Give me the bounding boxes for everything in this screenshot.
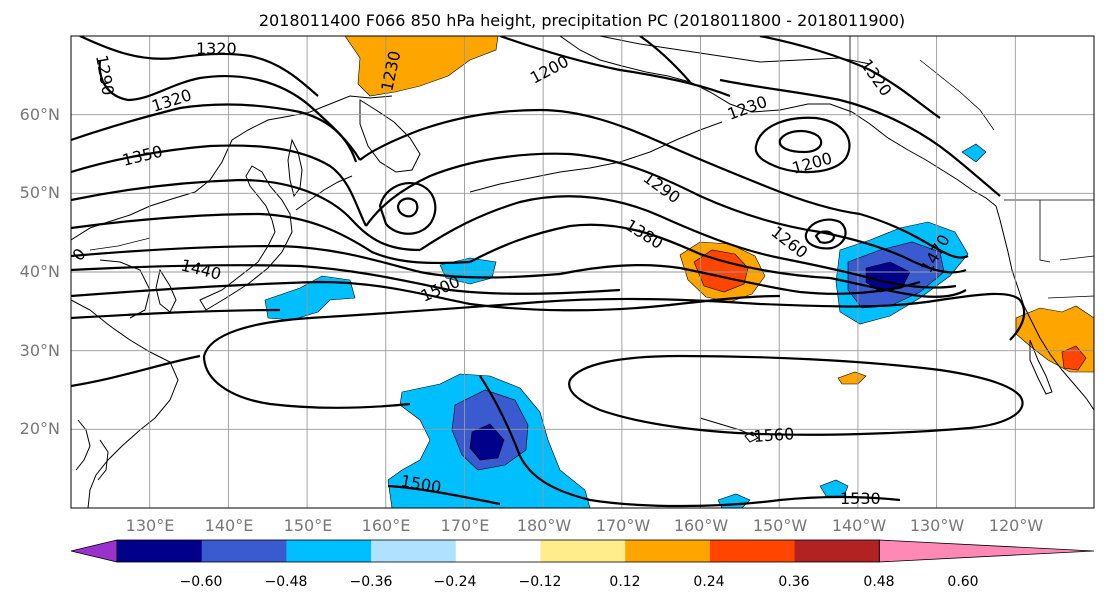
colorbar-segment	[201, 540, 287, 562]
lon-label: 130°W	[910, 516, 965, 535]
colorbar-tick-label: −0.12	[519, 574, 562, 590]
colorbar-segment	[371, 540, 457, 562]
borders	[89, 36, 1094, 299]
colorbar-tick-labels: −0.60 −0.48 −0.36 −0.24 −0.12 0.12 0.24 …	[180, 574, 979, 590]
lat-label: 30°N	[20, 341, 60, 360]
lon-label: 160°E	[362, 516, 411, 535]
height-contours	[71, 36, 1026, 508]
figure-title: 2018011400 F066 850 hPa height, precipit…	[259, 11, 905, 30]
map-frame	[70, 35, 1095, 509]
lon-label: 150°E	[284, 516, 333, 535]
precip-negative-subtropics-core	[469, 423, 505, 461]
lat-label: 50°N	[20, 183, 60, 202]
lat-label: 40°N	[20, 262, 60, 281]
lon-label: 140°E	[205, 516, 254, 535]
colorbar-tick-label: 0.36	[778, 574, 809, 590]
colorbar-segment	[117, 540, 203, 562]
precip-positive-central-pac-core	[693, 249, 749, 293]
precip-positive-mexico-core	[1061, 345, 1087, 371]
contour-label: 1560	[753, 424, 795, 446]
colorbar-segment	[540, 540, 626, 562]
colorbar-tick-label: −0.24	[434, 574, 477, 590]
colorbar-tick-label: 0.60	[947, 574, 978, 590]
precip-positive-hawaii-nw	[837, 371, 867, 385]
lon-label: 130°E	[126, 516, 175, 535]
colorbar-extend-max	[878, 539, 1095, 563]
colorbar-tick-label: −0.36	[350, 574, 393, 590]
lon-label: 140°W	[832, 516, 887, 535]
colorbar-segment	[625, 540, 711, 562]
lon-label: 170°W	[596, 516, 651, 535]
precipitation-shading	[264, 36, 1094, 508]
colorbar-tick-label: 0.12	[609, 574, 640, 590]
colorbar-tick-label: 0.24	[693, 574, 724, 590]
colorbar-segment	[455, 540, 541, 562]
colorbar-segment	[709, 540, 796, 562]
colorbar-segment	[286, 540, 372, 562]
precip-negative-alaska	[961, 143, 987, 163]
colorbar-segment	[794, 540, 880, 562]
colorbar-outline	[116, 539, 880, 563]
colorbar: −0.60 −0.48 −0.36 −0.24 −0.12 0.12 0.24 …	[70, 539, 1095, 590]
precip-negative-e-subtrop	[819, 479, 849, 497]
longitude-labels: 130°E 140°E 150°E 160°E 170°E 180°W 170°…	[126, 516, 1044, 535]
lat-label: 60°N	[20, 105, 60, 124]
coastlines	[71, 36, 1094, 508]
lon-label: 150°W	[753, 516, 808, 535]
colorbar-tick-label: −0.60	[180, 574, 223, 590]
lon-label: 120°W	[989, 516, 1044, 535]
lon-label: 170°E	[441, 516, 490, 535]
colorbar-tick-label: 0.48	[863, 574, 894, 590]
lat-label: 20°N	[20, 419, 60, 438]
colorbar-tick-label: −0.48	[265, 574, 308, 590]
colorbar-segments	[70, 539, 1095, 563]
contour-label: 1320	[196, 39, 237, 58]
precip-positive-siberia	[344, 36, 499, 97]
latitude-labels: 60°N 50°N 40°N 30°N 20°N	[20, 105, 60, 438]
lon-label: 160°W	[674, 516, 729, 535]
colorbar-extend-min	[70, 539, 118, 563]
contour-label: 1530	[840, 489, 881, 508]
lon-label: 180°W	[517, 516, 572, 535]
